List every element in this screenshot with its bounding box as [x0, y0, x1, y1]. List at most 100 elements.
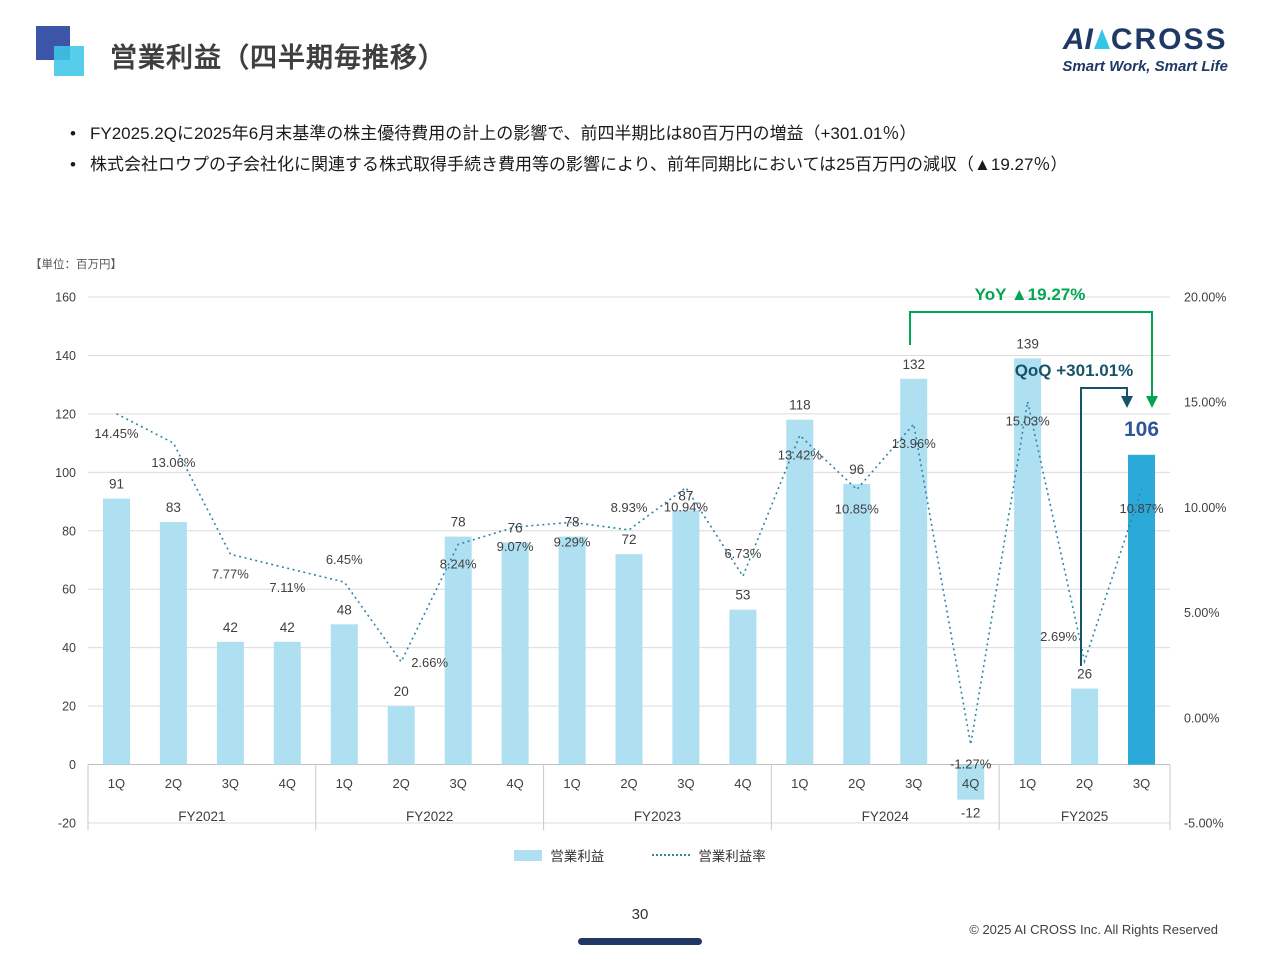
bar	[330, 624, 358, 765]
svg-text:20: 20	[394, 684, 409, 699]
svg-text:83: 83	[166, 500, 181, 515]
bar	[159, 522, 187, 765]
logo-ai-text: AI	[1062, 23, 1093, 56]
bar	[843, 484, 871, 765]
svg-text:2Q: 2Q	[848, 776, 865, 791]
svg-text:9.29%: 9.29%	[554, 534, 591, 549]
svg-text:7.11%: 7.11%	[269, 580, 305, 595]
svg-text:5.00%: 5.00%	[1184, 606, 1219, 620]
svg-text:FY2022: FY2022	[406, 809, 453, 824]
bar	[1071, 688, 1099, 765]
svg-text:QoQ +301.01%: QoQ +301.01%	[1015, 361, 1134, 380]
svg-text:72: 72	[621, 532, 636, 547]
qoq-bracket	[1080, 387, 1128, 666]
bar-swatch	[514, 849, 543, 861]
svg-text:0: 0	[69, 758, 76, 772]
svg-text:FY2025: FY2025	[1061, 809, 1108, 824]
bar	[558, 536, 586, 765]
svg-text:10.94%: 10.94%	[664, 500, 709, 515]
legend-label-bar: 営業利益	[550, 849, 605, 864]
page-number: 30	[631, 906, 649, 923]
svg-text:4Q: 4Q	[962, 776, 979, 791]
operating-profit-chart: 160 140 120 100 80 60 40 20 0 -20 20.00% 15.00% 10.0…	[0, 248, 1280, 868]
logo-wordmark: AI CROSS	[1062, 24, 1228, 56]
page-title: 営業利益（四半期毎推移）	[110, 43, 446, 73]
yoy-bracket	[909, 311, 1153, 398]
bar	[786, 419, 814, 765]
svg-text:120: 120	[55, 407, 76, 421]
svg-text:2Q: 2Q	[393, 776, 410, 791]
bar	[900, 378, 928, 765]
svg-text:9.07%: 9.07%	[497, 539, 534, 554]
svg-text:1Q: 1Q	[563, 776, 580, 791]
bar	[387, 706, 415, 765]
svg-text:1Q: 1Q	[108, 776, 125, 791]
svg-text:1Q: 1Q	[336, 776, 353, 791]
svg-text:3Q: 3Q	[905, 776, 922, 791]
summary-bullets: FY2025.2Qに2025年6月末基準の株主優待費用の計上の影響で、前四半期比…	[64, 118, 1067, 180]
svg-text:78: 78	[451, 515, 466, 530]
svg-text:42: 42	[280, 620, 295, 635]
bar	[729, 609, 757, 765]
svg-text:10.85%: 10.85%	[835, 502, 880, 517]
logo-cross-text: CROSS	[1110, 23, 1228, 56]
svg-text:YoY ▲19.27%: YoY ▲19.27%	[975, 285, 1086, 304]
svg-text:140: 140	[55, 349, 76, 363]
svg-text:13.96%: 13.96%	[892, 436, 937, 451]
svg-text:160: 160	[55, 291, 76, 305]
svg-text:76: 76	[508, 520, 523, 535]
svg-text:2Q: 2Q	[165, 776, 182, 791]
aicross-logo: AI CROSS Smart Work, Smart Life	[1062, 24, 1228, 76]
svg-text:1Q: 1Q	[1019, 776, 1036, 791]
bar	[103, 498, 130, 765]
bar	[273, 641, 301, 765]
svg-text:40: 40	[62, 641, 76, 655]
svg-text:14.45%: 14.45%	[94, 426, 139, 441]
yoy-arrow-icon	[1146, 396, 1158, 408]
progress-bar	[578, 938, 702, 945]
svg-text:80: 80	[62, 524, 76, 538]
line-swatch	[652, 854, 691, 856]
bar	[957, 764, 985, 800]
bar	[501, 542, 529, 765]
svg-text:2Q: 2Q	[620, 776, 637, 791]
svg-text:-12: -12	[961, 806, 981, 821]
svg-text:13.42%: 13.42%	[778, 447, 823, 462]
cyan-square	[54, 46, 84, 76]
svg-text:FY2023: FY2023	[634, 809, 681, 824]
svg-text:7.77%: 7.77%	[212, 566, 249, 581]
svg-text:3Q: 3Q	[449, 776, 466, 791]
bar	[615, 554, 643, 765]
svg-text:26: 26	[1077, 667, 1092, 682]
bullet-item: FY2025.2Qに2025年6月末基準の株主優待費用の計上の影響で、前四半期比…	[64, 118, 1067, 149]
svg-text:91: 91	[109, 477, 124, 492]
svg-text:6.45%: 6.45%	[326, 552, 363, 567]
svg-text:2.69%: 2.69%	[1040, 629, 1077, 644]
svg-text:FY2021: FY2021	[178, 809, 225, 824]
logo-triangle-icon	[1093, 29, 1110, 49]
svg-text:10.00%: 10.00%	[1184, 501, 1226, 515]
svg-text:1Q: 1Q	[791, 776, 808, 791]
svg-text:FY2024: FY2024	[862, 809, 910, 824]
svg-text:53: 53	[735, 588, 750, 603]
svg-text:78: 78	[565, 515, 580, 530]
svg-text:8.93%: 8.93%	[611, 500, 648, 515]
svg-text:13.06%: 13.06%	[151, 455, 196, 470]
svg-text:139: 139	[1016, 336, 1039, 351]
svg-text:20.00%: 20.00%	[1184, 291, 1226, 305]
svg-text:100: 100	[55, 466, 76, 480]
svg-text:-5.00%: -5.00%	[1184, 817, 1224, 831]
copyright: © 2025 AI CROSS Inc. All Rights Reserved	[969, 922, 1218, 937]
svg-text:60: 60	[62, 583, 76, 597]
svg-text:42: 42	[223, 620, 238, 635]
line-series	[116, 401, 1143, 745]
bar	[444, 536, 472, 765]
svg-text:87: 87	[678, 488, 693, 503]
title-decoration	[36, 26, 106, 88]
svg-text:2Q: 2Q	[1076, 776, 1093, 791]
svg-text:4Q: 4Q	[279, 776, 296, 791]
svg-text:3Q: 3Q	[222, 776, 239, 791]
svg-text:48: 48	[337, 602, 352, 617]
svg-text:2.66%: 2.66%	[411, 655, 448, 670]
